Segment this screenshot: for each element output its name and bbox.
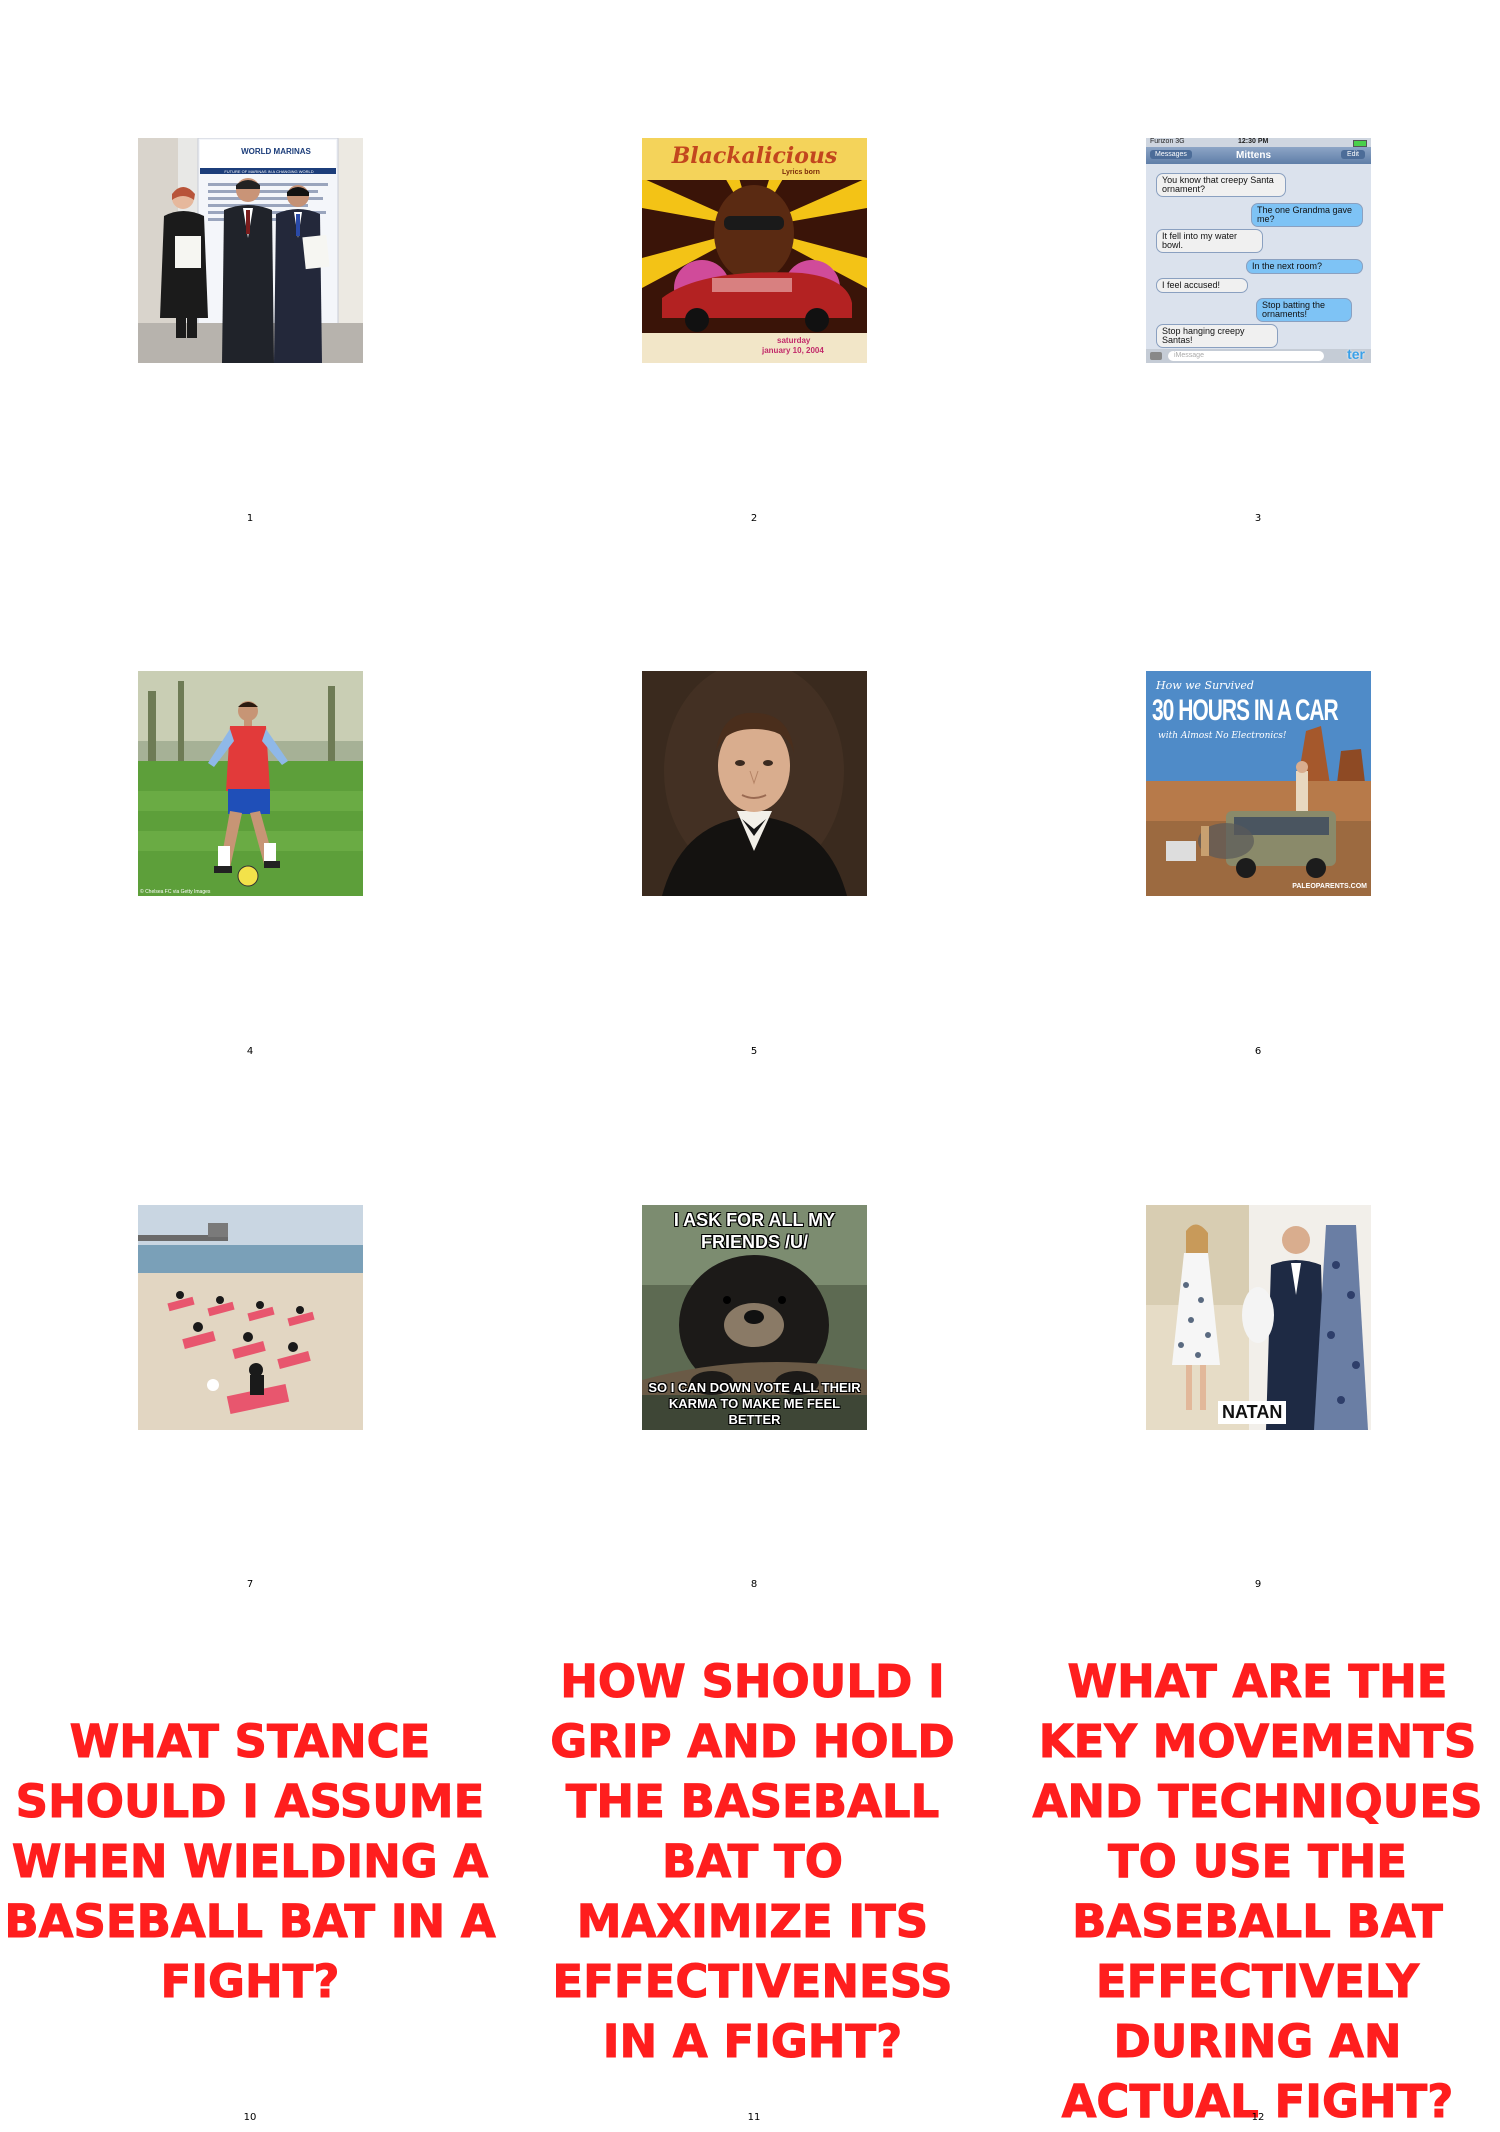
confession-bear-image	[642, 1205, 867, 1430]
meme-bottom-text: SO I CAN DOWN VOTE ALL THEIR KARMA TO MA…	[648, 1380, 861, 1427]
meme-top-text: I ASK FOR ALL MY FRIENDS /U/	[673, 1210, 836, 1252]
tile-3-chat: Furizon 3G 12:30 PM Messages Mittens Edi…	[1146, 138, 1371, 363]
tile-7-photo	[138, 1205, 363, 1430]
tile-number: 7	[246, 1579, 254, 1590]
tile-5-painting	[642, 671, 867, 896]
tile-number: 1	[246, 513, 254, 524]
watermark-text: PALEOPARENTS.COM	[1292, 883, 1367, 890]
message-bubble: In the next room?	[1246, 259, 1363, 274]
road-trip-photo	[1146, 671, 1371, 896]
photo-credit: © Chelsea FC via Getty Images	[140, 889, 211, 895]
question-text: WHAT STANCE SHOULD I ASSUME WHEN WIELDIN…	[4, 1715, 496, 2009]
tile-9-collage: NATAN	[1146, 1205, 1371, 1430]
tile-number: 5	[750, 1046, 758, 1057]
time-text: 12:30 PM	[1238, 138, 1269, 145]
message-bubble: It fell into my water bowl.	[1156, 229, 1263, 253]
tile-2-poster: Blackalicious Lyrics born saturday janua…	[642, 138, 867, 363]
brand-label: NATAN	[1218, 1401, 1287, 1424]
tile-1-photo: WORLD MARINAS FUTURE OF MARINAS IN A CHA…	[138, 138, 363, 363]
status-bar: Furizon 3G 12:30 PM	[1146, 138, 1371, 147]
tile-6-poster: How we Survived 30 HOURS IN A CAR with A…	[1146, 671, 1371, 896]
tile-number: 10	[243, 2112, 257, 2123]
tile-number: 8	[750, 1579, 758, 1590]
poster-title: WORLD MARINAS	[241, 147, 311, 156]
poster-date: january 10, 2004	[762, 346, 824, 355]
concert-poster	[642, 138, 867, 363]
caption-line3: with Almost No Electronics!	[1158, 731, 1287, 741]
camera-icon[interactable]	[1150, 352, 1162, 360]
message-bubble: I feel accused!	[1156, 278, 1248, 293]
nav-bar: Messages Mittens Edit	[1146, 147, 1371, 164]
portrait-painting	[642, 671, 867, 896]
battery-icon	[1353, 140, 1367, 147]
conference-photo	[138, 138, 363, 363]
tile-number: 3	[1254, 513, 1262, 524]
fashion-collage-image	[1146, 1205, 1371, 1430]
message-bubble: You know that creepy Santa ornament?	[1156, 173, 1286, 197]
poster-subtitle: FUTURE OF MARINAS IN A CHANGING WORLD	[224, 169, 314, 174]
caption-line1: How we Survived	[1156, 679, 1254, 692]
caption-line2: 30 HOURS IN A CAR	[1152, 695, 1339, 728]
tile-number: 4	[246, 1046, 254, 1057]
back-button[interactable]: Messages	[1150, 150, 1192, 159]
conversation-title: Mittens	[1236, 150, 1271, 161]
tile-number: 12	[1251, 2112, 1265, 2123]
football-training-photo	[138, 671, 363, 896]
carrier-text: Furizon 3G	[1150, 138, 1185, 145]
tile-number: 2	[750, 513, 758, 524]
tile-number: 9	[1254, 1579, 1262, 1590]
question-text: HOW SHOULD I GRIP AND HOLD THE BASEBALL …	[550, 1655, 955, 2069]
tile-4-photo: © Chelsea FC via Getty Images	[138, 671, 363, 896]
tile-number: 6	[1254, 1046, 1262, 1057]
poster-subtitle-text: Lyrics born	[782, 169, 820, 176]
poster-day: saturday	[777, 336, 811, 345]
question-text: WHAT ARE THE KEY MOVEMENTS AND TECHNIQUE…	[1032, 1655, 1483, 2129]
beach-yoga-photo	[138, 1205, 363, 1430]
message-bubble: Stop hanging creepy Santas!	[1156, 324, 1278, 348]
watermark-text: ter	[1347, 346, 1365, 362]
edit-button[interactable]: Edit	[1340, 150, 1365, 159]
message-bubble: Stop batting the ornaments!	[1256, 298, 1352, 322]
tile-8-meme: I ASK FOR ALL MY FRIENDS /U/ SO I CAN DO…	[642, 1205, 867, 1430]
message-input[interactable]: iMessage	[1168, 351, 1324, 361]
message-bubble: The one Grandma gave me?	[1251, 203, 1363, 227]
input-bar: iMessage ter	[1146, 346, 1371, 363]
tile-number: 11	[747, 2112, 761, 2123]
poster-title-text: Blackalicious	[671, 143, 838, 169]
